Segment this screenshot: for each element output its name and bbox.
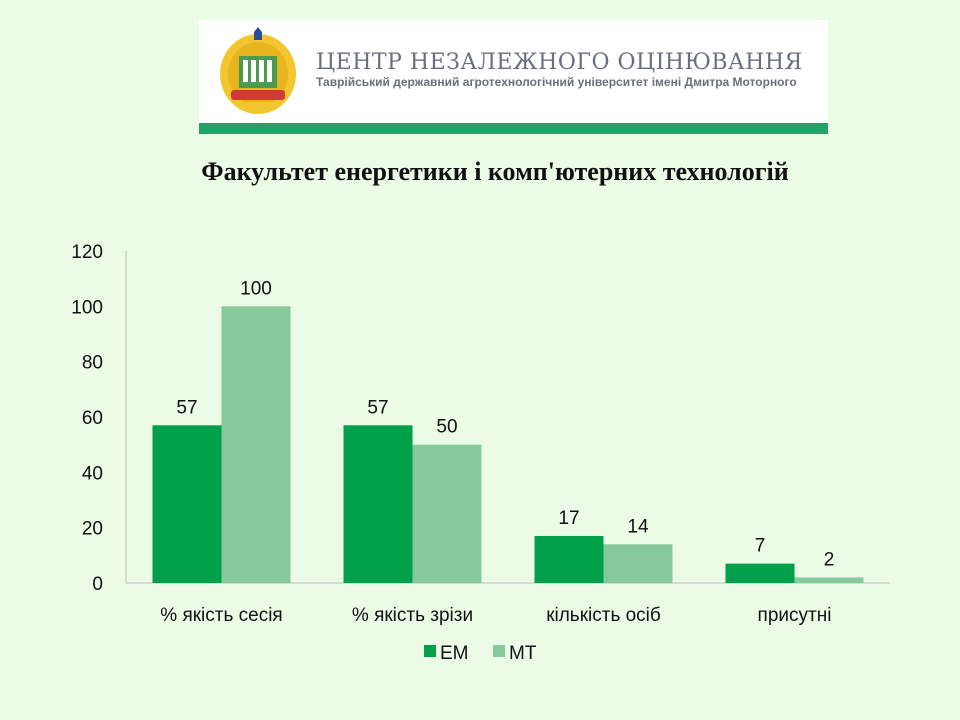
x-category-label: % якість сесія — [160, 605, 282, 626]
data-label: 57 — [176, 397, 197, 418]
data-label: 100 — [240, 278, 272, 299]
bar — [794, 577, 864, 583]
bar — [603, 544, 673, 583]
header-banner: ЦЕНТР НЕЗАЛЕЖНОГО ОЦІНЮВАННЯ Таврійський… — [199, 20, 828, 123]
data-label: 7 — [755, 536, 766, 557]
org-subtitle: Таврійський державний агротехнологічний … — [316, 75, 797, 89]
x-category-label: присутні — [758, 605, 832, 626]
y-tick-label: 100 — [71, 297, 103, 318]
legend-swatch — [424, 645, 436, 657]
header-accent-bar — [199, 123, 828, 134]
data-label: 2 — [824, 549, 835, 570]
chart-title: Факультет енергетики і комп'ютерних техн… — [201, 157, 789, 186]
x-category-label: % якість зрізи — [352, 605, 473, 626]
bar — [412, 444, 482, 583]
bar — [343, 425, 413, 583]
y-tick-label: 40 — [82, 463, 103, 484]
y-tick-label: 60 — [82, 408, 103, 429]
legend-label: МТ — [509, 643, 537, 664]
data-label: 50 — [436, 417, 457, 438]
y-tick-label: 20 — [82, 519, 103, 540]
x-category-label: кількість осіб — [546, 605, 661, 626]
bar — [152, 425, 222, 583]
y-tick-label: 120 — [71, 242, 103, 263]
legend-swatch — [493, 645, 505, 657]
org-name: ЦЕНТР НЕЗАЛЕЖНОГО ОЦІНЮВАННЯ — [316, 50, 803, 75]
bar — [534, 535, 604, 583]
bar — [725, 563, 795, 583]
bar — [221, 306, 291, 583]
data-label: 14 — [627, 516, 649, 537]
y-tick-label: 80 — [82, 353, 103, 374]
university-crest-icon — [220, 27, 296, 114]
y-tick-label: 0 — [92, 574, 103, 595]
data-label: 17 — [558, 508, 579, 529]
legend-label: ЕМ — [440, 643, 469, 664]
data-label: 57 — [367, 397, 388, 418]
